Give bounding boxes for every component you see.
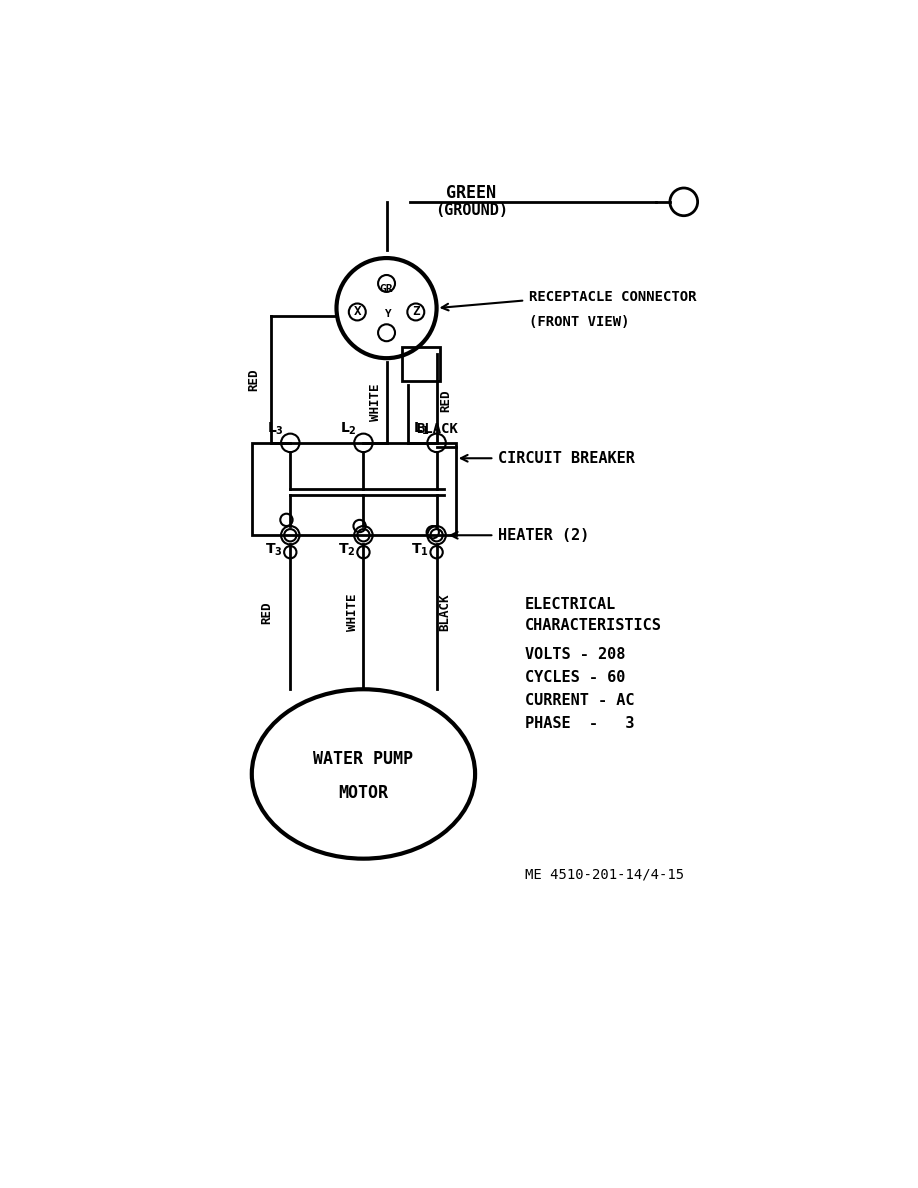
Text: $\mathbf{L_3}$: $\mathbf{L_3}$: [267, 421, 285, 437]
Text: VOLTS - 208: VOLTS - 208: [525, 647, 625, 662]
Text: RED: RED: [440, 390, 453, 412]
Text: CURRENT - AC: CURRENT - AC: [525, 693, 634, 708]
Bar: [402, 347, 441, 381]
Text: (GROUND): (GROUND): [435, 203, 508, 217]
Text: CIRCUIT BREAKER: CIRCUIT BREAKER: [498, 450, 635, 466]
Text: ME 4510-201-14/4-15: ME 4510-201-14/4-15: [525, 867, 684, 881]
Text: $\mathbf{L_1}$: $\mathbf{L_1}$: [413, 421, 431, 437]
Text: ELECTRICAL: ELECTRICAL: [525, 596, 616, 612]
Text: $\mathbf{T_1}$: $\mathbf{T_1}$: [411, 542, 429, 558]
Text: RED: RED: [261, 601, 274, 624]
Text: PHASE  -   3: PHASE - 3: [525, 716, 634, 731]
Text: $\mathbf{T_2}$: $\mathbf{T_2}$: [338, 542, 356, 558]
Text: CHARACTERISTICS: CHARACTERISTICS: [525, 619, 662, 633]
Text: WHITE: WHITE: [369, 384, 382, 422]
Text: $\mathbf{L_2}$: $\mathbf{L_2}$: [341, 421, 357, 437]
Text: WHITE: WHITE: [346, 594, 359, 631]
Text: RECEPTACLE CONNECTOR: RECEPTACLE CONNECTOR: [529, 290, 697, 304]
Text: Y: Y: [385, 309, 391, 320]
Text: GREEN: GREEN: [446, 184, 497, 202]
Text: RED: RED: [248, 368, 261, 391]
Text: MOTOR: MOTOR: [339, 784, 388, 802]
Text: $\mathbf{T_3}$: $\mathbf{T_3}$: [265, 542, 283, 558]
Text: (FRONT VIEW): (FRONT VIEW): [529, 315, 630, 329]
Text: Z: Z: [412, 305, 420, 318]
Text: BLACK: BLACK: [416, 422, 458, 436]
Text: CYCLES - 60: CYCLES - 60: [525, 670, 625, 685]
Text: X: X: [353, 305, 361, 318]
Text: WATER PUMP: WATER PUMP: [313, 750, 413, 767]
Text: BLACK: BLACK: [438, 594, 451, 631]
Text: HEATER (2): HEATER (2): [498, 527, 589, 543]
Text: GR: GR: [380, 284, 393, 293]
Bar: [252, 443, 456, 536]
